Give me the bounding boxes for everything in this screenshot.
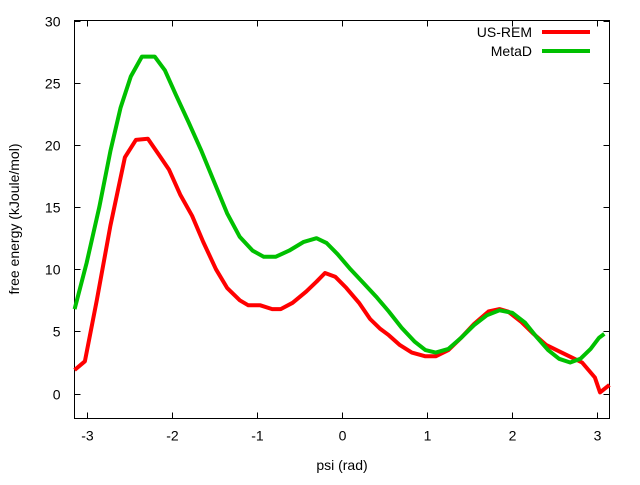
series-line-us-rem bbox=[73, 136, 611, 395]
y-tick-label: 5 bbox=[53, 324, 61, 340]
plot-frame bbox=[74, 20, 610, 419]
y-axis-label: free energy (kJoule/mol) bbox=[6, 144, 22, 295]
x-axis-label: psi (rad) bbox=[316, 457, 367, 473]
y-tick-label: 10 bbox=[45, 262, 61, 278]
x-tick-label: -3 bbox=[81, 428, 94, 444]
x-tick-label: -1 bbox=[251, 428, 264, 444]
y-tick-label: 15 bbox=[45, 200, 61, 216]
legend-label-us-rem: US-REM bbox=[477, 24, 532, 40]
series-line-metad bbox=[72, 54, 606, 365]
legend-label-metad: MetaD bbox=[491, 43, 532, 59]
x-tick-label: 0 bbox=[339, 428, 347, 444]
legend: US-REM MetaD bbox=[477, 24, 590, 59]
x-tick-label: -2 bbox=[166, 428, 179, 444]
x-tick-label: 2 bbox=[509, 428, 517, 444]
x-tick-label: 1 bbox=[424, 428, 432, 444]
y-tick-label: 20 bbox=[45, 138, 61, 154]
y-tick-label: 0 bbox=[53, 387, 61, 403]
y-tick-label: 30 bbox=[45, 14, 61, 30]
x-tick-label: 3 bbox=[594, 428, 602, 444]
y-tick-label: 25 bbox=[45, 76, 61, 92]
